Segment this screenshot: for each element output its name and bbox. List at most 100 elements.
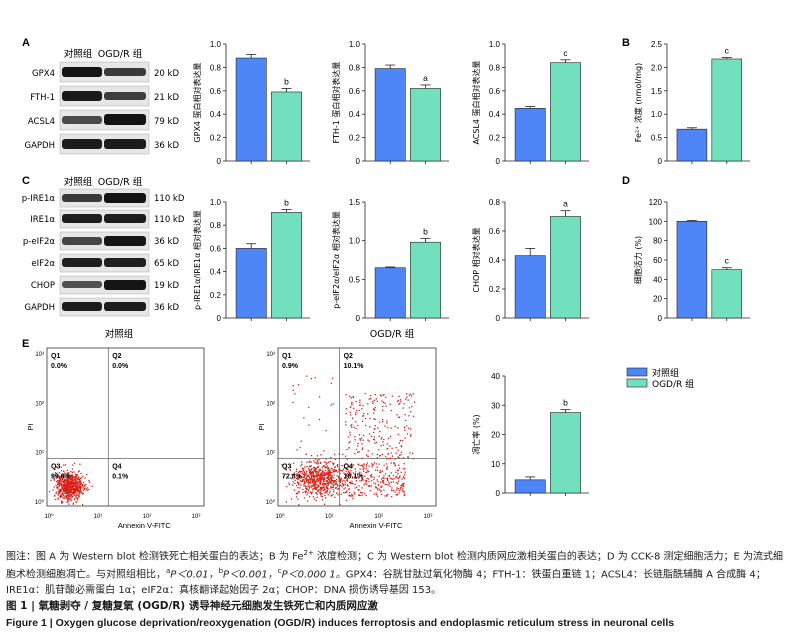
y-tick-label: 10⁰: [35, 499, 45, 506]
event-dot: [84, 484, 86, 486]
event-dot: [373, 436, 376, 438]
event-dot: [75, 480, 77, 482]
event-dot: [78, 492, 80, 494]
event-dot: [358, 409, 360, 412]
x-axis-label: Annexin V-FITC: [118, 521, 172, 530]
event-dot: [382, 419, 384, 421]
event-dot: [349, 395, 351, 398]
event-dot: [331, 480, 334, 482]
event-dot: [390, 409, 393, 412]
event-dot: [402, 491, 404, 493]
y-tick-label: 0.6: [489, 87, 501, 96]
blot-c-gapdh-size: 36 kD: [154, 303, 179, 313]
event-dot: [323, 503, 326, 505]
event-dot: [338, 477, 340, 479]
event-dot: [73, 481, 75, 483]
event-dot: [313, 483, 316, 485]
event-dot: [77, 490, 79, 493]
event-dot: [334, 469, 336, 472]
event-dot: [75, 489, 77, 491]
panel-label-c: C: [22, 175, 30, 187]
event-dot: [394, 463, 396, 465]
event-dot: [371, 453, 373, 455]
event-dot: [69, 495, 71, 497]
event-dot: [341, 480, 344, 482]
event-dot: [308, 406, 310, 409]
event-dot: [387, 457, 390, 459]
event-dot: [371, 466, 373, 468]
event-dot: [359, 439, 362, 441]
y-tick-label: 0.5: [349, 275, 361, 284]
event-dot: [316, 461, 318, 463]
event-dot: [378, 488, 381, 491]
event-dot: [63, 482, 66, 484]
event-dot: [66, 491, 68, 494]
x-tick-label: 10¹: [94, 514, 103, 520]
event-dot: [82, 487, 84, 489]
notes-p-b: P＜0.001，: [223, 569, 278, 581]
legend-swatch-control: [626, 367, 648, 377]
y-tick-label: 40: [491, 372, 500, 381]
event-dot: [375, 463, 378, 465]
event-dot: [320, 477, 322, 479]
event-dot: [58, 481, 60, 483]
event-dot: [308, 461, 310, 463]
event-dot: [86, 473, 88, 476]
event-dot: [328, 492, 331, 494]
event-dot: [312, 488, 314, 490]
event-dot: [323, 485, 325, 487]
event-dot: [381, 485, 383, 488]
y-axis-label: CHOP 相对表达量: [471, 227, 481, 292]
event-dot: [404, 419, 407, 422]
event-dot: [361, 478, 364, 480]
event-dot: [366, 462, 368, 464]
notes-part-1: 图注：图 A 为 Western blot 检测铁死亡相关蛋白的表达；B 为 F…: [6, 551, 304, 563]
event-dot: [384, 495, 386, 497]
event-dot: [389, 445, 391, 447]
event-dot: [348, 442, 350, 444]
event-dot: [386, 466, 389, 468]
event-dot: [76, 487, 79, 489]
event-dot: [348, 447, 350, 449]
event-dot: [325, 466, 328, 469]
event-dot: [310, 475, 313, 478]
event-dot: [387, 452, 389, 455]
event-dot: [365, 483, 368, 485]
event-dot: [65, 488, 67, 491]
y-tick-label: 0.8: [210, 63, 222, 72]
event-dot: [303, 474, 306, 477]
event-dot: [378, 455, 381, 457]
event-dot: [68, 484, 71, 487]
y-tick-label: 0.6: [489, 227, 501, 236]
bar-control: [235, 57, 267, 162]
event-dot: [350, 466, 352, 469]
event-dot: [64, 480, 66, 482]
event-dot: [290, 498, 293, 500]
event-dot: [322, 465, 324, 467]
event-dot: [323, 480, 325, 482]
event-dot: [380, 478, 383, 480]
event-dot: [71, 485, 74, 488]
event-dot: [317, 478, 319, 480]
event-dot: [393, 489, 395, 491]
y-tick-label: 20: [491, 431, 500, 440]
event-dot: [339, 481, 342, 484]
event-dot: [408, 415, 410, 417]
bar-control: [514, 255, 546, 319]
y-tick-label: 0.6: [349, 87, 361, 96]
event-dot: [321, 478, 323, 480]
event-dot: [61, 492, 63, 494]
event-dot: [380, 491, 382, 493]
event-dot: [62, 483, 64, 485]
event-dot: [314, 468, 316, 470]
event-dot: [65, 484, 67, 486]
event-dot: [351, 465, 353, 467]
event-dot: [345, 424, 347, 426]
event-dot: [384, 402, 386, 404]
event-dot: [317, 474, 319, 476]
event-dot: [71, 486, 74, 488]
event-dot: [386, 448, 388, 450]
event-dot: [65, 489, 67, 491]
event-dot: [303, 471, 305, 473]
event-dot: [61, 474, 63, 476]
